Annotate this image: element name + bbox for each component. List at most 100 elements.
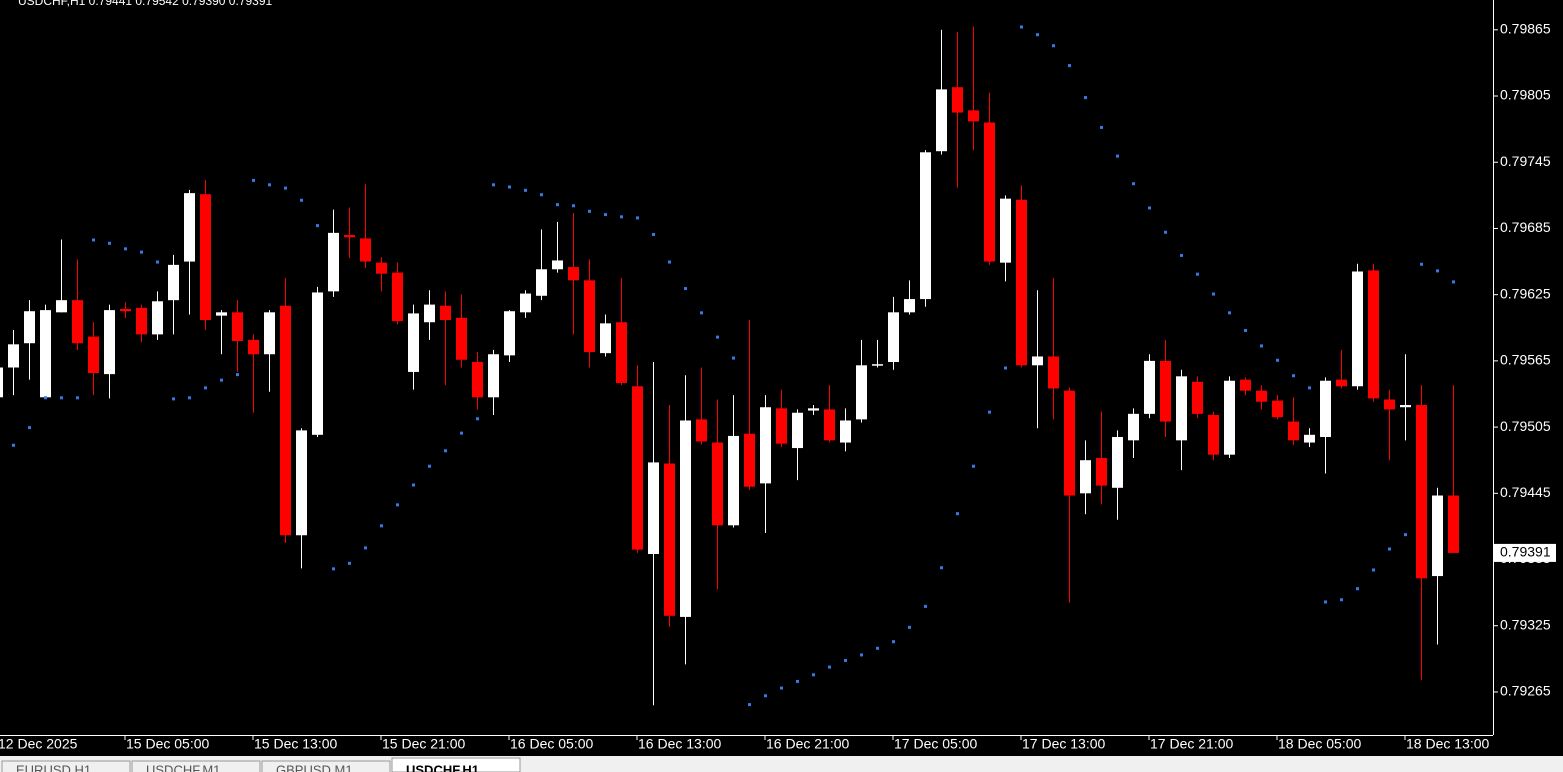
- candle-body: [1096, 457, 1107, 486]
- candle-body: [232, 312, 243, 342]
- candle-body: [184, 193, 195, 262]
- candle-body: [872, 364, 883, 366]
- sar-dot: [1212, 292, 1215, 296]
- candle-body: [664, 463, 675, 616]
- candle-body: [328, 232, 339, 292]
- candle-body: [1176, 376, 1187, 441]
- sar-dot: [1228, 311, 1231, 315]
- y-tick-label: 0.79685: [1500, 219, 1551, 235]
- sar-dot: [1020, 25, 1023, 29]
- x-tick-label: 17 Dec 13:00: [1022, 736, 1105, 752]
- sar-dot: [1148, 206, 1151, 210]
- candle-body: [760, 407, 771, 484]
- sar-dot: [908, 625, 911, 629]
- sar-dot: [556, 203, 559, 207]
- candle-body: [616, 322, 627, 383]
- sar-dot: [620, 215, 623, 219]
- candle-body: [472, 361, 483, 398]
- candle-body: [936, 89, 947, 152]
- sar-dot: [1420, 262, 1423, 266]
- sar-dot: [156, 260, 159, 264]
- x-tick-label: 15 Dec 05:00: [126, 736, 209, 752]
- candle-body: [1016, 199, 1027, 366]
- tab-label[interactable]: USDCHF,H1: [406, 762, 479, 772]
- sar-dot: [1324, 600, 1327, 604]
- tab-label[interactable]: USDCHF,M1: [146, 762, 220, 772]
- sar-dot: [764, 694, 767, 698]
- y-tick-label: 0.79325: [1500, 616, 1551, 632]
- sar-dot: [796, 679, 799, 683]
- candle-body: [376, 262, 387, 274]
- sar-dot: [1068, 64, 1071, 68]
- candle-body: [696, 419, 707, 442]
- sar-dot: [108, 241, 111, 245]
- candle-body: [296, 430, 307, 536]
- last-price-label: 0.79391: [1500, 544, 1551, 560]
- candle-body: [488, 354, 499, 398]
- sar-dot: [604, 213, 607, 217]
- candle-body: [40, 310, 51, 398]
- y-tick-label: 0.79865: [1500, 21, 1551, 37]
- x-tick-label: 16 Dec 05:00: [510, 736, 593, 752]
- sar-dot: [1452, 280, 1455, 284]
- x-tick-label: 15 Dec 13:00: [254, 736, 337, 752]
- sar-dot: [716, 335, 719, 339]
- candle-body: [408, 313, 419, 372]
- candle-body: [984, 122, 995, 262]
- sar-dot: [748, 703, 751, 707]
- x-tick-label: 15 Dec 21:00: [382, 736, 465, 752]
- candle-body: [1384, 399, 1395, 410]
- sar-dot: [76, 396, 79, 400]
- candle-body: [1208, 414, 1219, 455]
- sar-dot: [1276, 358, 1279, 362]
- x-tick-label: 18 Dec 13:00: [1406, 736, 1489, 752]
- tab[interactable]: [391, 757, 521, 772]
- y-tick-label: 0.79805: [1500, 87, 1551, 103]
- candle-body: [1000, 198, 1011, 263]
- candle-body: [264, 312, 275, 355]
- sar-dot: [204, 386, 207, 390]
- candle-body: [1256, 390, 1267, 402]
- x-tick-label: 17 Dec 21:00: [1150, 736, 1233, 752]
- sar-dot: [700, 311, 703, 315]
- sar-dot: [1292, 374, 1295, 378]
- tab-label[interactable]: GBPUSD,M1: [276, 762, 353, 772]
- sar-dot: [732, 356, 735, 360]
- candle-body: [1192, 381, 1203, 414]
- sar-dot: [380, 524, 383, 528]
- sar-dot: [348, 561, 351, 565]
- sar-dot: [124, 247, 127, 251]
- sar-dot: [44, 396, 47, 400]
- candle-body: [1416, 405, 1427, 579]
- tab[interactable]: [131, 760, 261, 772]
- candle-body: [1304, 434, 1315, 443]
- candle-body: [1352, 271, 1363, 387]
- y-tick-label: 0.79505: [1500, 418, 1551, 434]
- candle-body: [440, 305, 451, 321]
- sar-dot: [1004, 366, 1007, 370]
- sar-dot: [508, 185, 511, 189]
- candle-body: [1432, 495, 1443, 577]
- sar-dot: [1164, 230, 1167, 234]
- tab[interactable]: [1, 760, 131, 772]
- chart-title: USDCHF,H1 0.79441 0.79542 0.79390 0.7939…: [18, 0, 273, 8]
- sar-dot: [92, 238, 95, 242]
- candle-body: [824, 409, 835, 441]
- candle-body: [392, 272, 403, 322]
- candle-body: [152, 301, 163, 335]
- candle-body: [24, 311, 35, 344]
- sar-dot: [364, 546, 367, 550]
- sar-dot: [236, 373, 239, 377]
- candle-body: [968, 110, 979, 122]
- sar-dot: [636, 216, 639, 220]
- x-tick-label: 18 Dec 05:00: [1278, 736, 1361, 752]
- candle-body: [920, 152, 931, 300]
- tab[interactable]: [261, 760, 391, 772]
- candle-body: [312, 292, 323, 435]
- candle-body: [568, 267, 579, 281]
- sar-dot: [940, 566, 943, 570]
- tab-label[interactable]: EURUSD,H1: [16, 762, 91, 772]
- candle-body: [536, 269, 547, 296]
- candle-body: [856, 365, 867, 420]
